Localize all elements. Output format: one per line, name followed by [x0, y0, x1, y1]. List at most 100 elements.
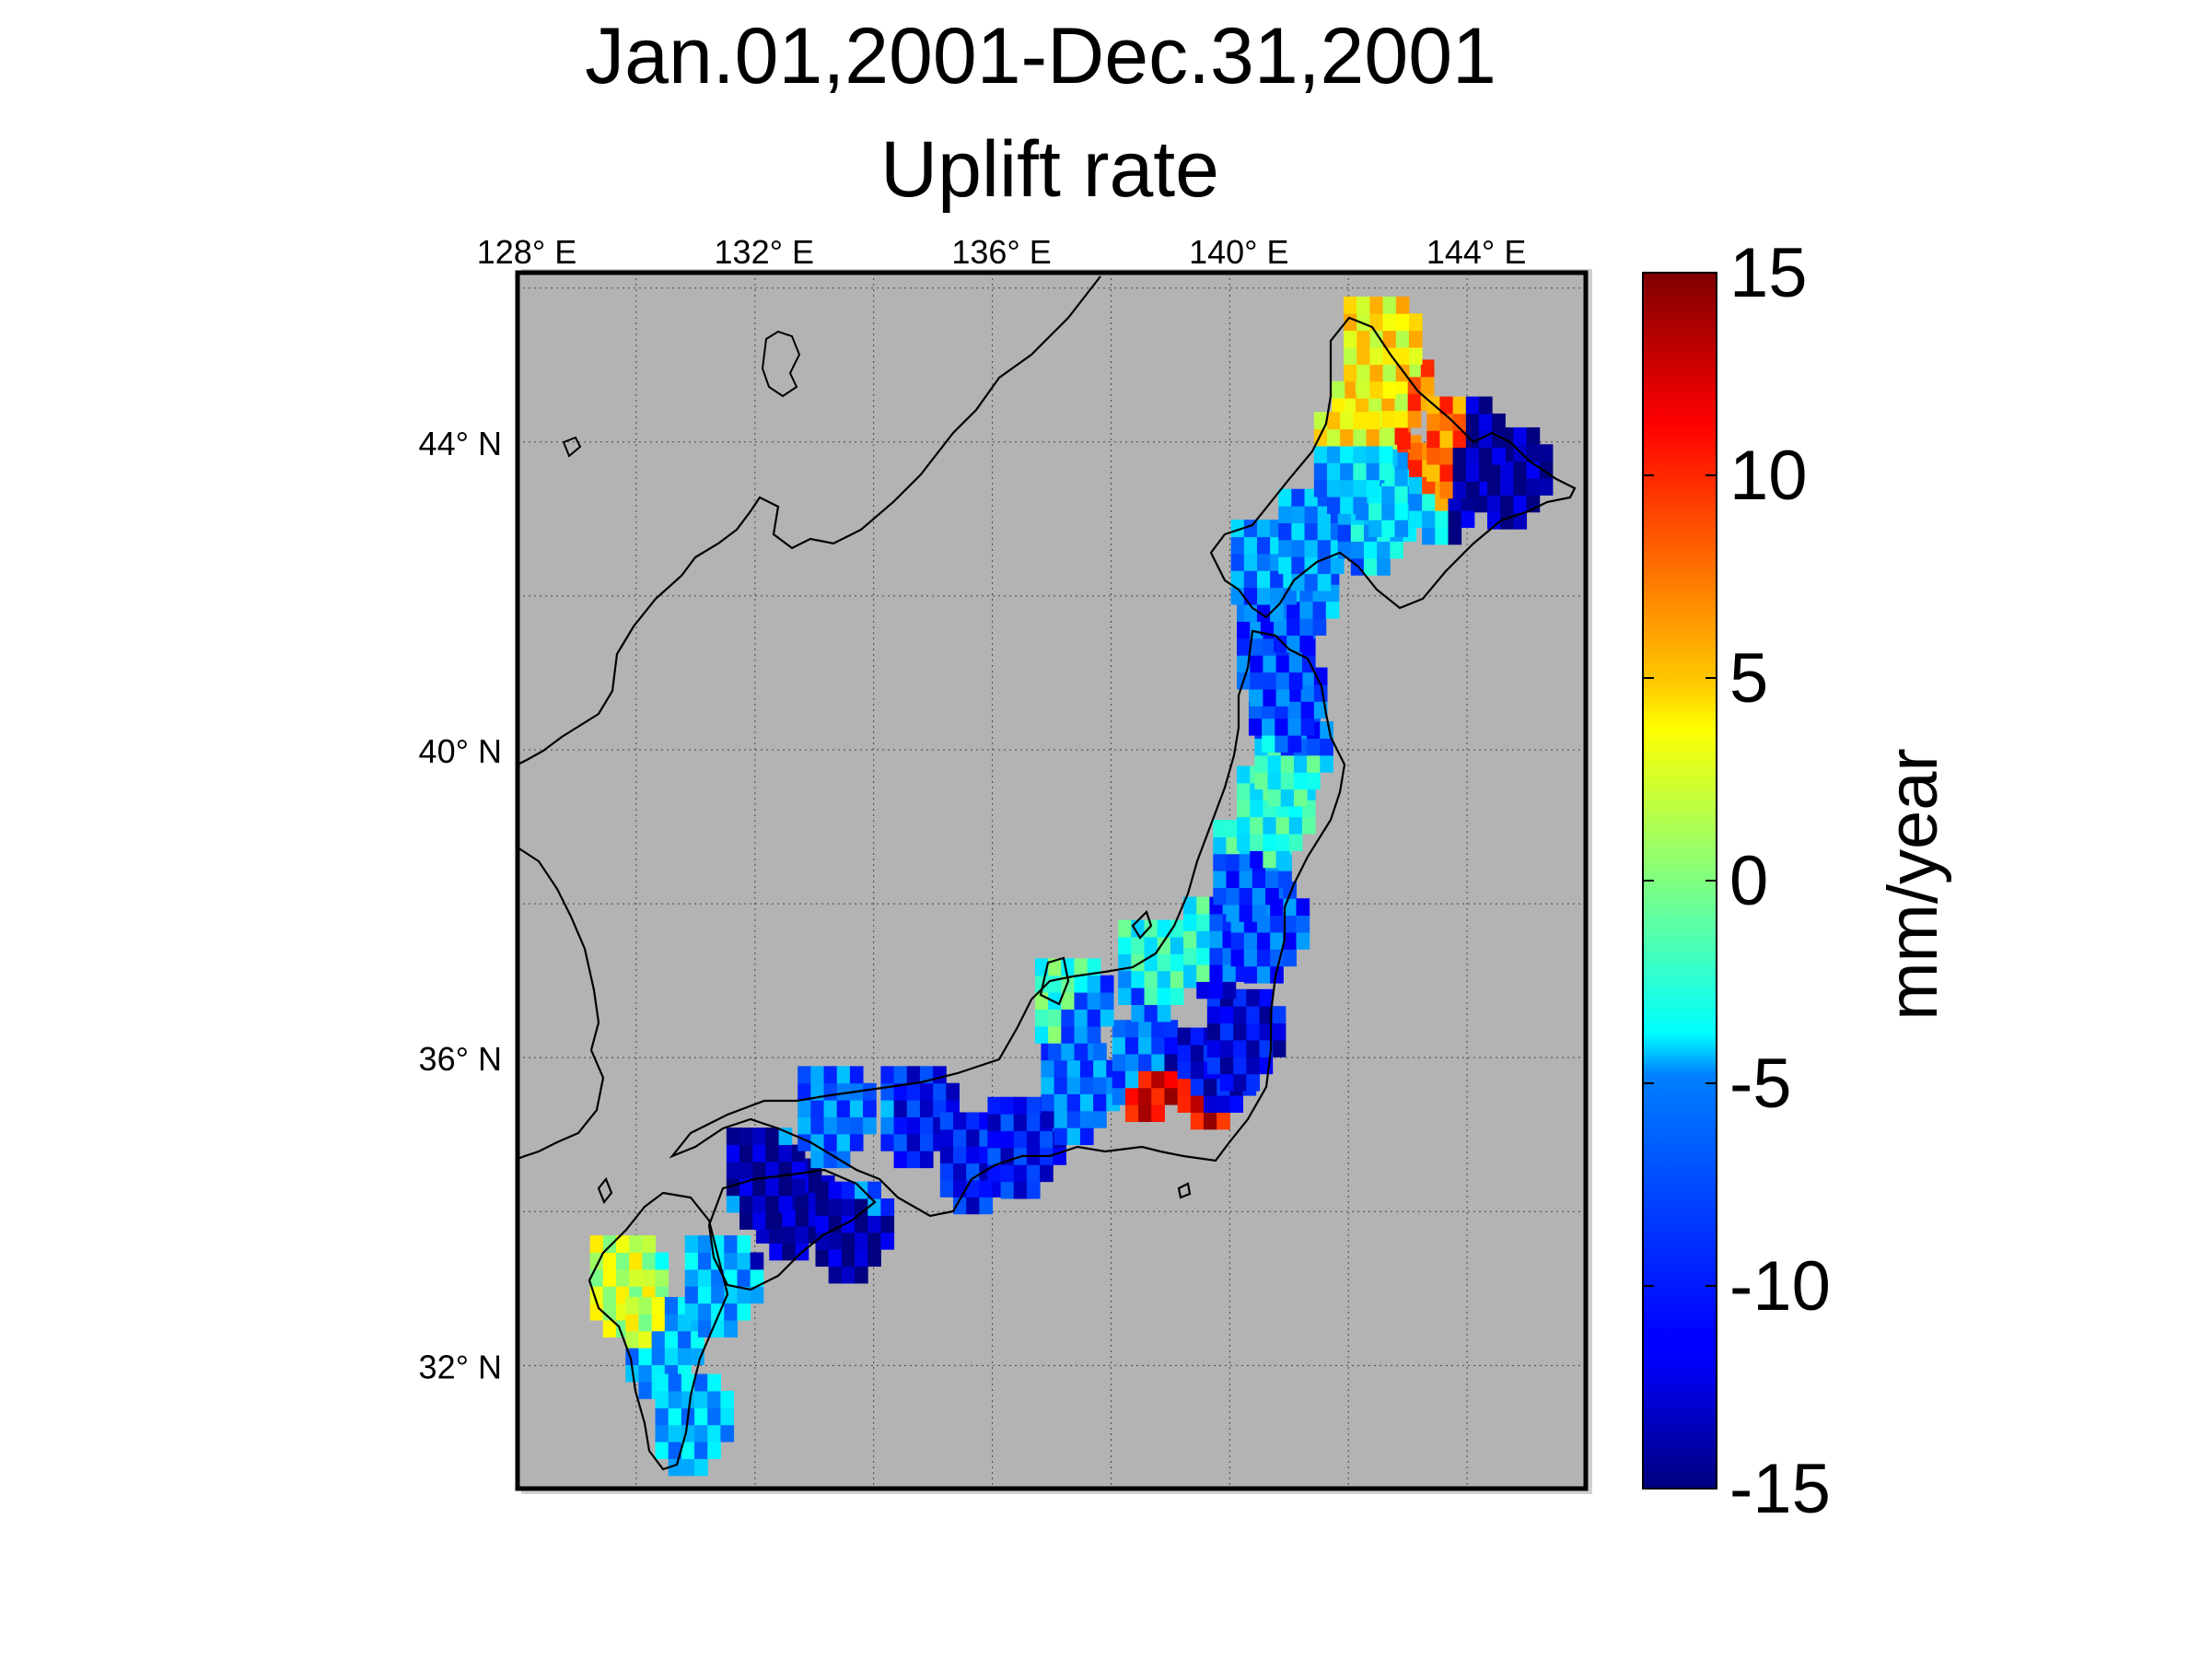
uplift-cell: [1048, 975, 1062, 993]
uplift-cell: [1026, 1114, 1041, 1132]
uplift-cell: [855, 1232, 868, 1250]
uplift-cell: [1280, 772, 1295, 790]
uplift-cell: [1278, 539, 1292, 557]
uplift-cell: [769, 1243, 783, 1261]
uplift-cell: [1272, 1006, 1286, 1024]
uplift-cell: [939, 1112, 954, 1130]
uplift-cell: [1408, 330, 1423, 348]
uplift-cell: [880, 1198, 895, 1216]
uplift-cell: [752, 1178, 766, 1197]
uplift-cell: [1190, 1044, 1205, 1062]
uplift-cell: [1124, 1070, 1139, 1089]
uplift-cell: [1034, 1025, 1049, 1044]
uplift-cell: [765, 1195, 780, 1213]
uplift-cell: [1312, 601, 1327, 619]
uplift-cell: [1124, 1053, 1139, 1071]
uplift-cell: [1381, 502, 1395, 520]
uplift-cell: [1452, 447, 1467, 465]
uplift-cell: [1275, 688, 1290, 707]
colorbar-tick-label: 15: [1729, 234, 1808, 312]
uplift-cell: [1395, 330, 1410, 348]
uplift-cell: [1379, 462, 1393, 481]
map-panel: 128° E 132° E 136° E 140° E 144° E 44° N 40° …: [419, 233, 1592, 1494]
uplift-cell: [1220, 1039, 1234, 1057]
uplift-cell: [694, 1390, 708, 1408]
uplift-cell: [1164, 1087, 1179, 1105]
uplift-cell: [1220, 1006, 1234, 1024]
uplift-cell: [1369, 364, 1384, 382]
uplift-cell: [1350, 524, 1365, 543]
uplift-cell: [1203, 1095, 1217, 1113]
uplift-cell: [1304, 506, 1319, 524]
uplift-cell: [655, 1390, 669, 1408]
uplift-cell: [1267, 772, 1282, 790]
uplift-cell: [707, 1390, 721, 1408]
uplift-cell: [880, 1215, 895, 1233]
uplift-cell: [1439, 447, 1454, 465]
uplift-cell: [1263, 672, 1277, 690]
uplift-cell: [750, 1252, 764, 1270]
uplift-cell: [720, 1408, 735, 1426]
uplift-cell: [1307, 754, 1321, 773]
uplift-cell: [1209, 964, 1224, 982]
uplift-cell: [1250, 834, 1263, 851]
uplift-cell: [629, 1235, 643, 1254]
uplift-cell: [684, 1303, 699, 1321]
uplift-cell: [726, 1127, 740, 1146]
uplift-cell: [1183, 947, 1197, 965]
uplift-cell: [1252, 870, 1266, 889]
uplift-cell: [1164, 1053, 1179, 1071]
uplift-cell: [1278, 522, 1292, 541]
uplift-cell: [1237, 816, 1251, 835]
uplift-cell: [1138, 1070, 1152, 1089]
uplift-cell: [1100, 1009, 1114, 1027]
uplift-cell: [1144, 1004, 1158, 1022]
uplift-cell: [1479, 447, 1493, 465]
colorbar-tick-label: 10: [1729, 437, 1808, 515]
uplift-cell: [707, 1373, 721, 1392]
uplift-cell: [1131, 936, 1146, 954]
uplift-cell: [1000, 1164, 1015, 1183]
lat-tick-label: 32° N: [419, 1348, 502, 1385]
uplift-cell: [863, 1082, 877, 1101]
uplift-cell: [1177, 1095, 1192, 1113]
uplift-cell: [823, 1151, 838, 1169]
uplift-cell: [1448, 510, 1462, 529]
uplift-cell: [1079, 1059, 1094, 1078]
uplift-cell: [1239, 887, 1253, 905]
uplift-cell: [1250, 688, 1263, 707]
uplift-cell: [1112, 1020, 1126, 1038]
uplift-cell: [1368, 520, 1382, 538]
uplift-cell: [1283, 949, 1298, 967]
uplift-cell: [1066, 1059, 1081, 1078]
uplift-cell: [638, 1296, 653, 1314]
uplift-cell: [946, 1082, 960, 1101]
uplift-cell: [1243, 553, 1258, 571]
uplift-cell: [638, 1364, 653, 1383]
uplift-cell: [1157, 936, 1171, 954]
uplift-cell: [797, 1116, 811, 1135]
uplift-cell: [697, 1303, 712, 1321]
uplift-cell: [1274, 618, 1287, 636]
uplift-cell: [1394, 469, 1409, 486]
uplift-cell: [1452, 430, 1467, 449]
uplift-cell: [1256, 587, 1271, 605]
uplift-cell: [1394, 410, 1409, 428]
uplift-cell: [1074, 992, 1089, 1011]
uplift-cell: [1487, 495, 1501, 513]
uplift-cell: [893, 1133, 908, 1151]
uplift-cell: [668, 1424, 682, 1443]
uplift-cell: [1275, 735, 1288, 753]
uplift-cell: [1287, 735, 1302, 753]
uplift-cell: [1513, 495, 1528, 513]
uplift-cell: [1327, 497, 1341, 514]
noto-outline: [1039, 956, 1070, 1006]
uplift-cell: [1246, 1073, 1261, 1092]
uplift-cell: [1250, 637, 1263, 656]
uplift-cell: [782, 1243, 797, 1261]
uplift-cell: [1353, 497, 1368, 514]
lat-tick-label: 40° N: [419, 732, 502, 770]
uplift-cell: [810, 1133, 825, 1151]
uplift-cell: [1190, 1112, 1205, 1130]
uplift-cell: [1320, 738, 1333, 756]
